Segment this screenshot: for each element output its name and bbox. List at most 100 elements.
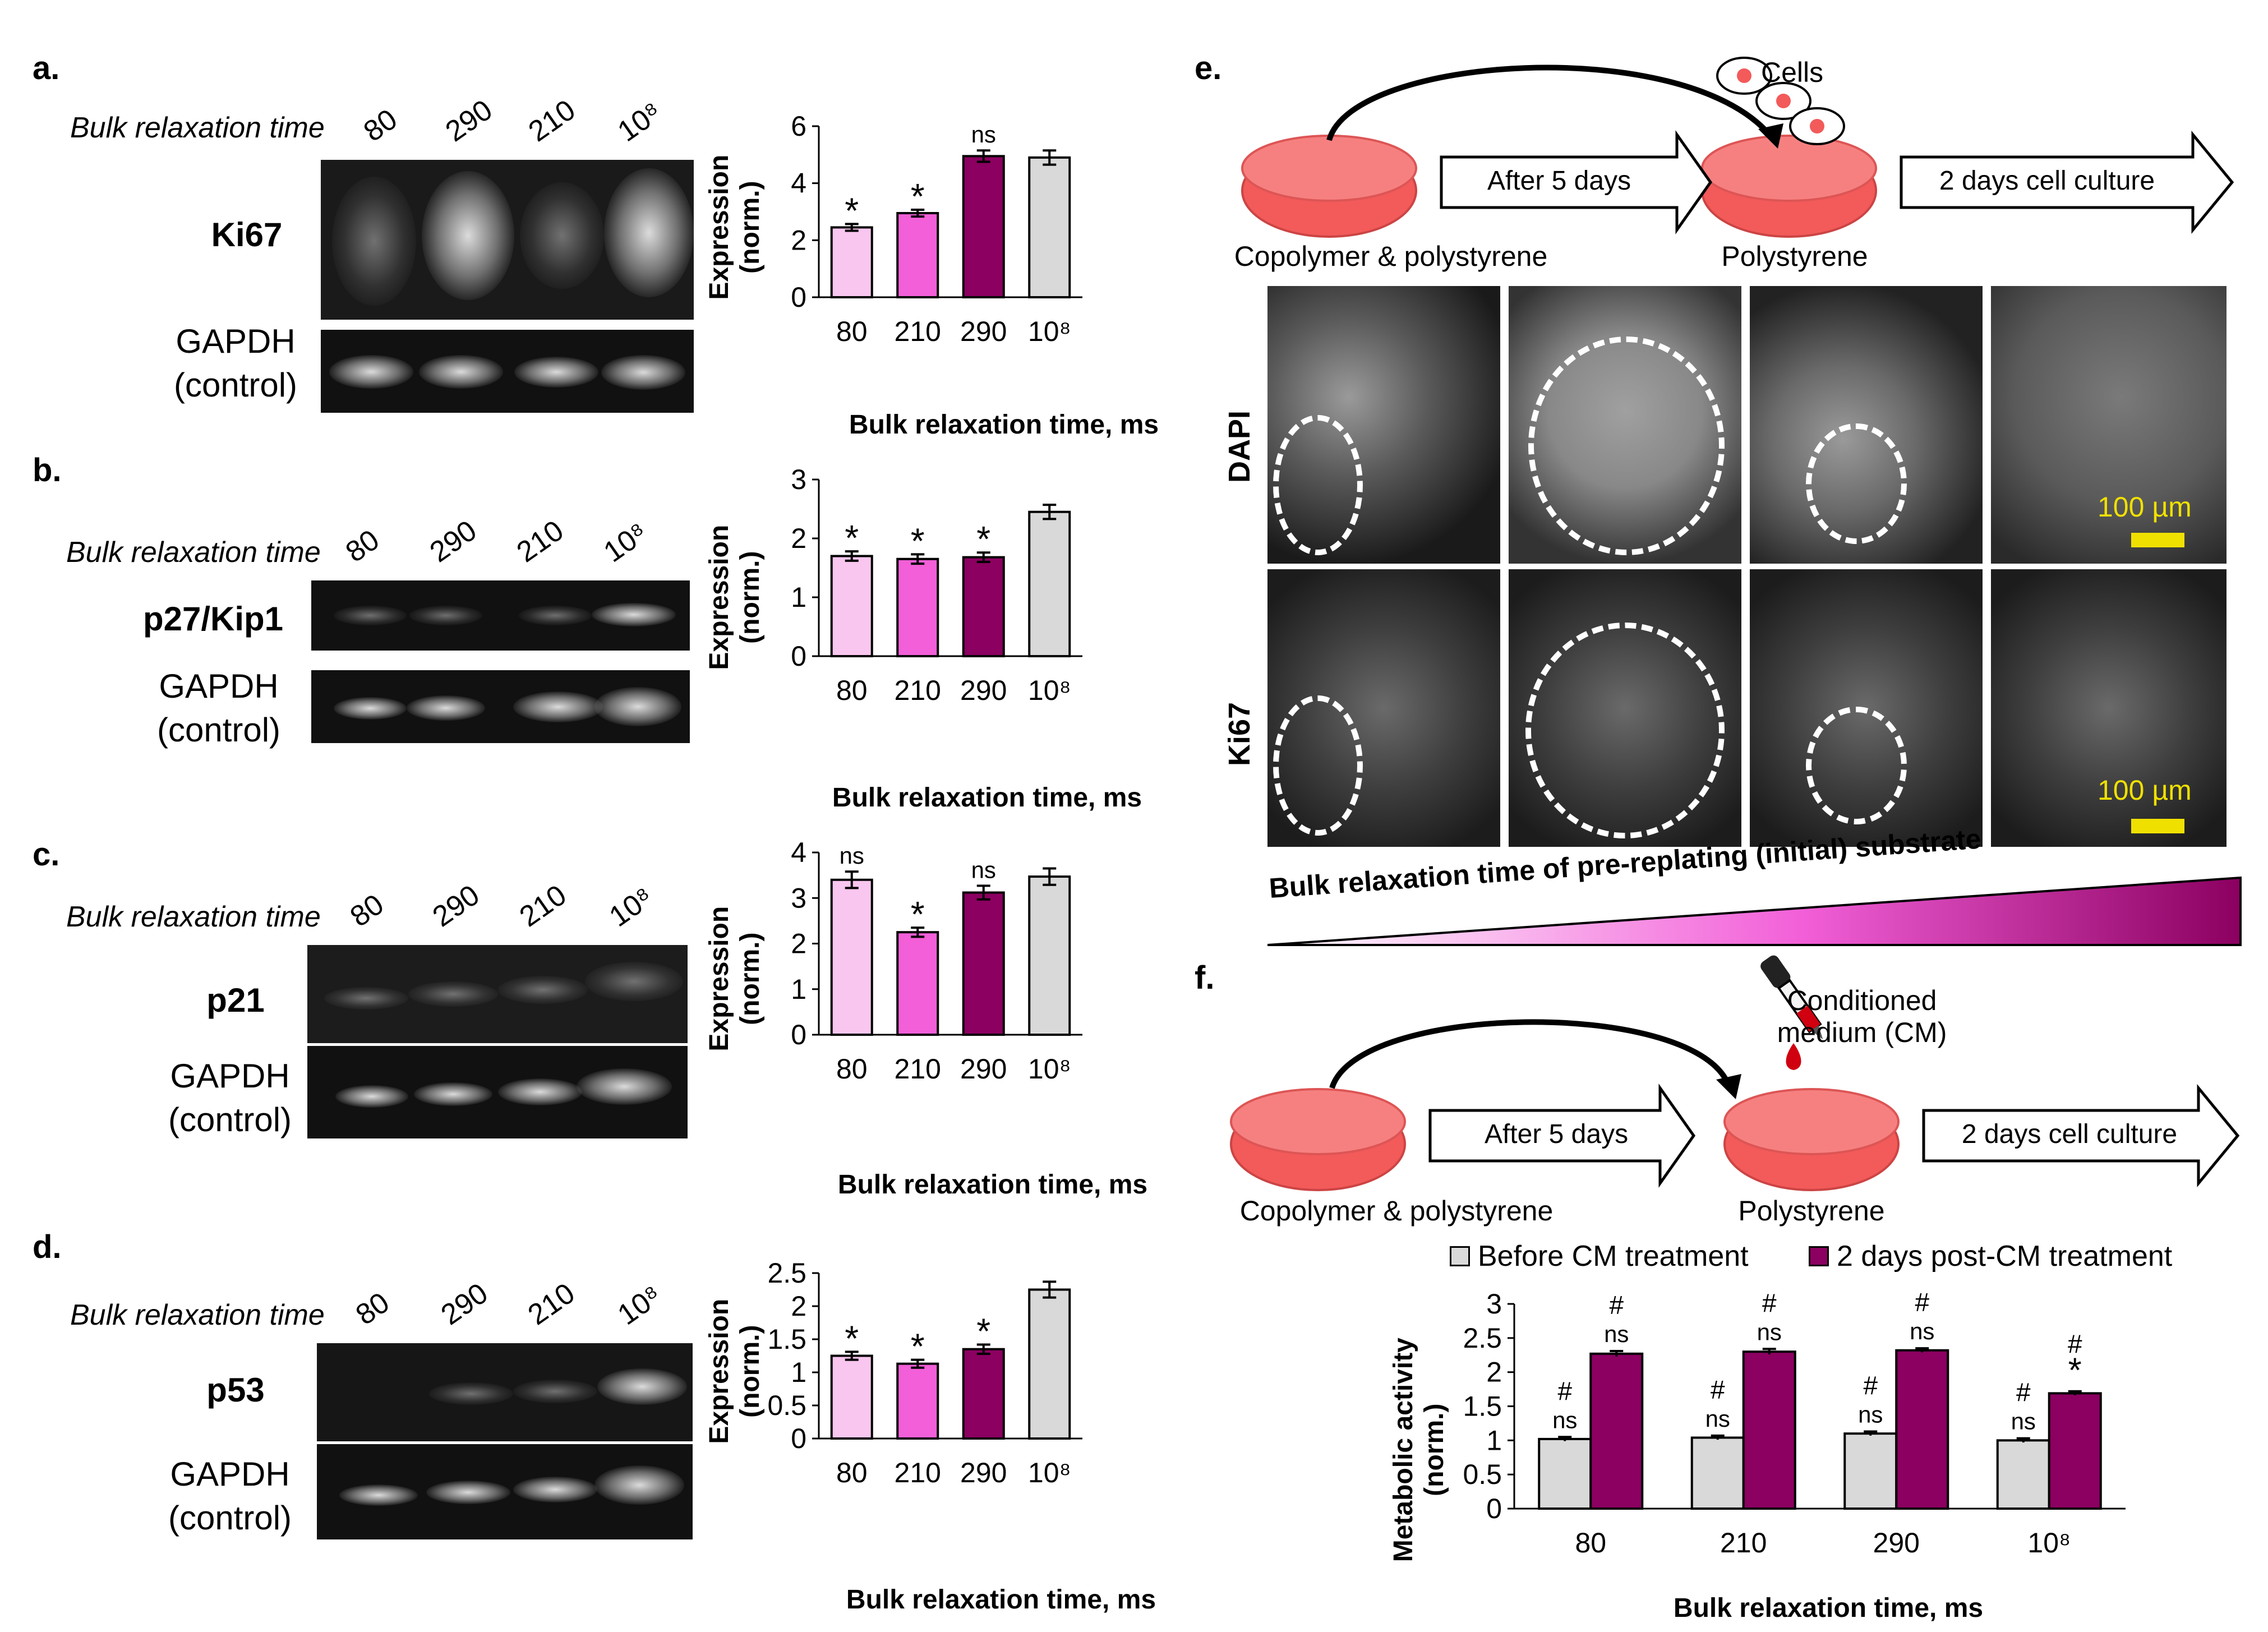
bar (1589, 1352, 1644, 1510)
y-tick-label: 0 (1486, 1493, 1502, 1524)
panel-a-lane-1: 80 (358, 103, 403, 149)
panel-b-control-label-1: GAPDH (159, 667, 279, 705)
bar-annotation: ns (840, 842, 864, 869)
dapi-roi-1 (1273, 415, 1363, 555)
bar-annotation: # (2068, 1330, 2082, 1359)
ki67-scale-bar (2131, 819, 2184, 833)
panel-e-row-label-ki67: Ki67 (1223, 702, 1256, 766)
bar-annotation: * (2068, 1352, 2082, 1390)
x-tick-label: 290 (960, 316, 1007, 347)
y-tick-label: 2 (791, 224, 806, 256)
legend-before-swatch (1450, 1246, 1470, 1266)
panel-e-cells-label: Cells (1761, 57, 1824, 88)
panel-c-lane-2: 290 (427, 878, 486, 934)
panel-a-target-label: Ki67 (211, 216, 283, 253)
y-tick-label: 0 (791, 282, 806, 313)
bar (962, 891, 1005, 1036)
legend-after-swatch (1809, 1246, 1829, 1266)
panel-b-control-label-2: (control) (156, 711, 281, 749)
dish-2-top (1701, 135, 1877, 202)
x-tick-label: 290 (960, 1457, 1007, 1488)
bar (1742, 1350, 1796, 1510)
bar-annotation: * (911, 520, 925, 561)
x-tick-label: 210 (895, 316, 941, 347)
panel-c-letter: c. (33, 836, 60, 873)
panel-b-lane-4: 10⁸ (598, 516, 653, 569)
x-tick-label: 80 (836, 1053, 868, 1085)
ki67-roi-2 (1525, 623, 1725, 838)
bar (1895, 1349, 1949, 1510)
panel-e-letter: e. (1195, 50, 1222, 86)
panel-f-cm-label-1: Conditioned (1787, 985, 1937, 1016)
panel-b-lane-2: 290 (424, 514, 483, 569)
panel-c-lane-3: 210 (514, 878, 573, 934)
y-tick-label: 2.5 (767, 1257, 806, 1289)
bar-annotation: ns (1757, 1318, 1782, 1345)
bar (1690, 1436, 1745, 1510)
panel-e-arrow1-text: After 5 days (1487, 166, 1631, 196)
y-tick-label: 0 (791, 1423, 806, 1454)
bar-annotation: # (1915, 1288, 1929, 1317)
y-tick-label: 0 (791, 1019, 806, 1050)
f-block-arrow-2 (1922, 1084, 2240, 1187)
chart-a-ylabel: Expression (norm.) (704, 154, 765, 300)
dapi-image-3 (1750, 286, 1983, 564)
panel-f-arrow1-text: After 5 days (1484, 1119, 1629, 1149)
panel-c-brt-label: Bulk relaxation time (66, 901, 321, 933)
bar (962, 155, 1005, 298)
bar-annotation: # (1762, 1288, 1777, 1317)
panel-b-control-blot (311, 670, 690, 743)
y-tick-label: 3 (791, 882, 806, 914)
ki67-scale-text: 100 µm (2098, 774, 2192, 806)
bar (830, 226, 873, 298)
panel-d-lane-2: 290 (435, 1276, 494, 1332)
y-tick-label: 3 (1486, 1288, 1502, 1320)
panel-a-target-blot (321, 160, 694, 320)
ki67-image-1 (1267, 569, 1500, 847)
bar-annotation: ns (971, 856, 996, 883)
bar-annotation: # (1609, 1290, 1624, 1320)
bar (962, 1348, 1005, 1440)
bar-annotation: ns (1705, 1405, 1730, 1432)
chart-b-xlabel: Bulk relaxation time, ms (832, 783, 1142, 813)
panel-c-control-label-1: GAPDH (170, 1057, 290, 1095)
bar (896, 1362, 939, 1440)
panel-c-target-blot (307, 945, 688, 1043)
panel-d-target-blot (317, 1343, 693, 1441)
dapi-roi-2 (1528, 336, 1725, 555)
y-tick-label: 2 (791, 523, 806, 554)
ki67-image-2 (1509, 569, 1741, 847)
panel-c-control-blot (307, 1046, 688, 1138)
transfer-arrow (1326, 64, 1772, 141)
bar-annotation: ns (1552, 1407, 1577, 1433)
chart-f-xlabel: Bulk relaxation time, ms (1673, 1593, 1984, 1623)
chart-f: 00.511.522.53ns#ns#80ns#ns#210ns#ns#290n… (1463, 1288, 2126, 1559)
ki67-image-3 (1750, 569, 1983, 847)
legend-after-text: 2 days post-CM treatment (1837, 1240, 2173, 1273)
legend-before: Before CM treatment (1450, 1239, 1749, 1273)
bar-annotation: * (845, 190, 859, 230)
panel-a-lane-2: 290 (440, 93, 499, 149)
panel-e-dish1-label: Copolymer & polystyrene (1234, 241, 1548, 272)
panel-b-target-blot (311, 580, 690, 651)
x-tick-label: 10⁸ (2027, 1527, 2071, 1559)
bar (1028, 510, 1071, 657)
panel-c-target-label: p21 (206, 981, 265, 1019)
chart-d-xlabel: Bulk relaxation time, ms (846, 1585, 1156, 1615)
y-tick-label: 1 (791, 1357, 806, 1388)
panel-f-schematic (1230, 955, 2240, 1191)
panel-b-target-label: p27/Kip1 (142, 600, 284, 638)
bar-annotation: # (1863, 1371, 1878, 1400)
x-tick-label: 290 (1873, 1527, 1920, 1559)
cm-drop (1786, 1043, 1801, 1070)
panel-e-dish2-label: Polystyrene (1721, 241, 1868, 272)
dish-1-top (1241, 135, 1417, 202)
y-tick-label: 2 (1486, 1357, 1502, 1388)
legend-before-text: Before CM treatment (1478, 1240, 1749, 1273)
transfer-arrowhead (1758, 123, 1783, 149)
y-tick-label: 0 (791, 640, 806, 672)
bar (1028, 875, 1071, 1036)
panel-d-control-blot (317, 1444, 693, 1539)
dapi-image-1 (1267, 286, 1500, 564)
bar-annotation: * (911, 1326, 925, 1367)
